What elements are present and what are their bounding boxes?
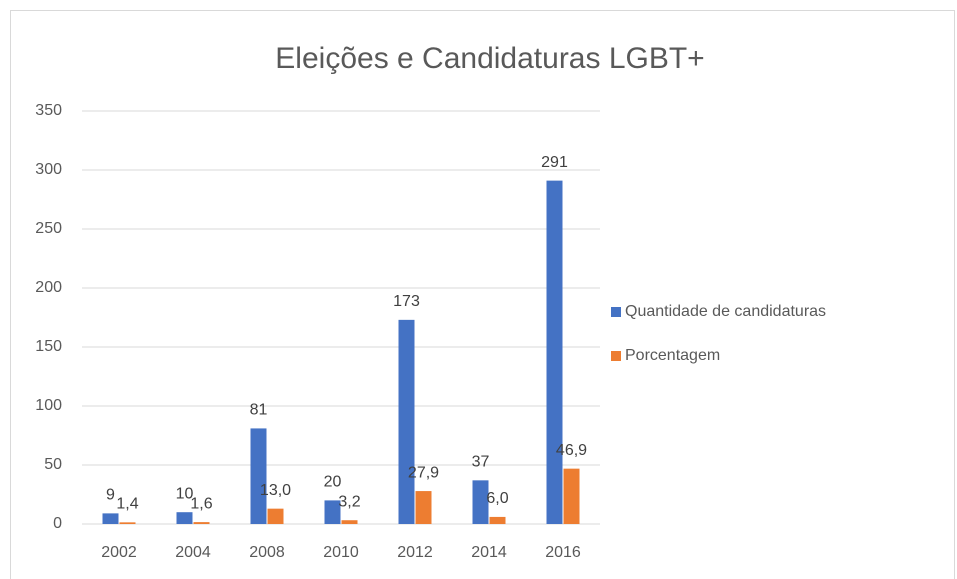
legend-swatch	[611, 351, 621, 361]
x-tick-label: 2004	[175, 544, 211, 561]
bar	[472, 480, 489, 524]
x-tick-label: 2008	[249, 544, 285, 561]
bar	[563, 468, 580, 524]
x-tick-label: 2002	[101, 544, 137, 561]
bar	[489, 516, 506, 524]
x-tick-label: 2016	[545, 544, 581, 561]
data-label: 13,0	[260, 482, 291, 499]
legend-label: Porcentagem	[625, 347, 720, 364]
data-label: 1,4	[116, 496, 138, 513]
y-tick-label: 350	[35, 102, 62, 119]
data-label: 10	[176, 485, 194, 502]
y-tick-label: 0	[53, 515, 62, 532]
chart-title: Eleições e Candidaturas LGBT+	[275, 42, 704, 75]
x-tick-label: 2014	[471, 544, 507, 561]
data-label: 20	[324, 474, 342, 491]
data-label: 1,6	[190, 495, 212, 512]
data-label: 27,9	[408, 464, 439, 481]
y-tick-label: 250	[35, 220, 62, 237]
data-label: 46,9	[556, 442, 587, 459]
data-label: 81	[250, 402, 268, 419]
bar	[324, 500, 341, 524]
bar	[176, 512, 193, 524]
x-tick-label: 2010	[323, 544, 359, 561]
data-label: 37	[472, 454, 490, 471]
bar	[267, 508, 284, 524]
x-tick-label: 2012	[397, 544, 433, 561]
data-label: 9	[106, 487, 115, 504]
bar	[415, 491, 432, 524]
bar	[546, 180, 563, 524]
y-tick-label: 100	[35, 397, 62, 414]
data-label: 291	[541, 154, 568, 171]
bar	[250, 428, 267, 524]
bar	[119, 522, 136, 524]
bar	[102, 513, 119, 524]
legend-swatch	[611, 307, 621, 317]
data-label: 3,2	[338, 493, 360, 510]
y-tick-label: 200	[35, 279, 62, 296]
bar	[341, 520, 358, 524]
y-tick-label: 50	[44, 456, 62, 473]
y-tick-label: 150	[35, 338, 62, 355]
bar	[398, 319, 415, 524]
legend-label: Quantidade de candidaturas	[625, 303, 826, 320]
bar	[193, 522, 210, 524]
data-label: 173	[393, 293, 420, 310]
y-tick-label: 300	[35, 161, 62, 178]
data-label: 6,0	[486, 490, 508, 507]
